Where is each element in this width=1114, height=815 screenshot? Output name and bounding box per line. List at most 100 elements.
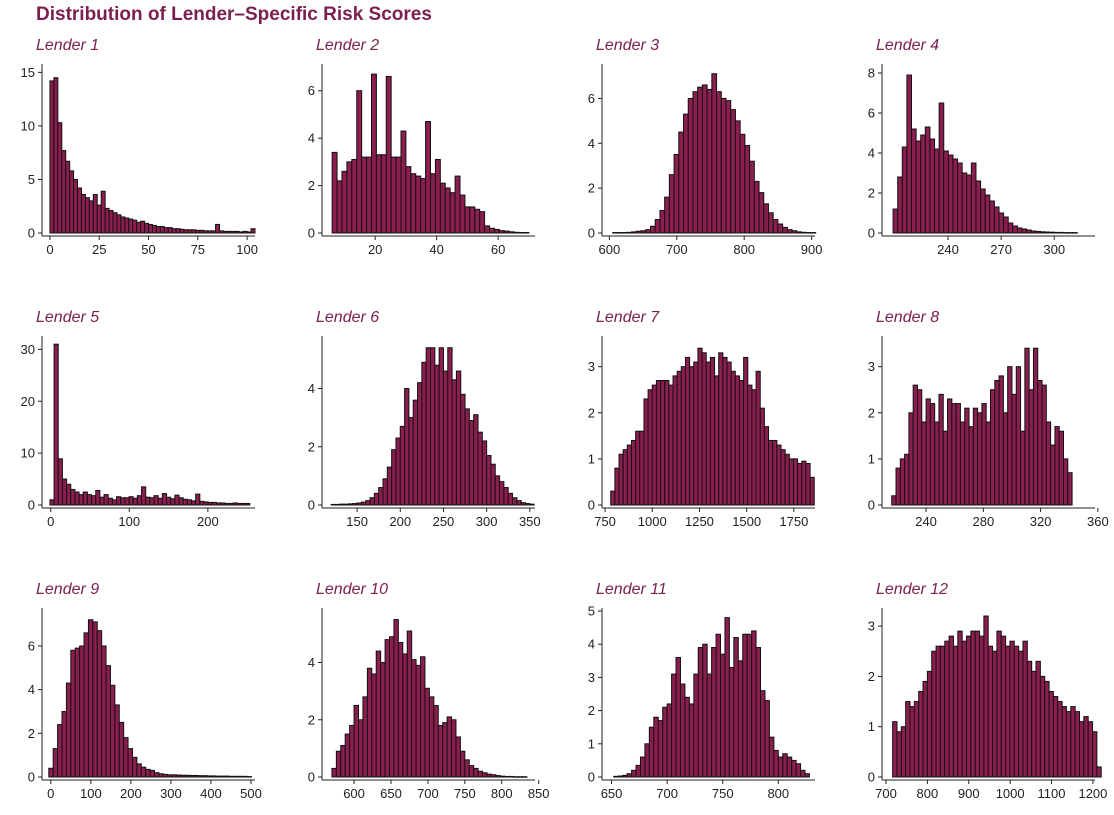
histogram-bar	[693, 673, 699, 778]
histogram-bar	[996, 630, 1002, 778]
histogram-bar	[959, 421, 966, 506]
histogram-bar	[1065, 711, 1072, 778]
histogram-bar	[49, 499, 55, 506]
histogram-bar	[103, 494, 109, 506]
histogram-bar	[335, 750, 342, 778]
histogram-bar	[647, 389, 653, 506]
x-tick-label: 700	[666, 242, 688, 257]
x-tick-label: 0	[47, 514, 54, 529]
histogram-bar	[734, 120, 741, 234]
histogram-bar	[232, 502, 238, 506]
histogram-bar	[455, 370, 462, 506]
histogram-bar	[346, 161, 353, 234]
y-tick-label: 6	[868, 106, 875, 121]
histogram-bar	[149, 769, 156, 778]
histogram-bar	[74, 491, 80, 506]
histogram-bar	[87, 619, 94, 778]
x-tick-label: 240	[937, 242, 959, 257]
histogram-bar	[970, 162, 977, 234]
histogram-bar	[464, 408, 470, 506]
chart-title: Distribution of Lender–Specific Risk Sco…	[36, 4, 432, 25]
histogram-bar	[451, 379, 457, 506]
histogram-bar	[706, 673, 713, 778]
histogram-bar	[57, 122, 63, 234]
histogram-bar	[631, 769, 637, 778]
y-tick-label: 2	[868, 186, 875, 201]
histogram-bar	[344, 733, 351, 778]
histogram-bar	[234, 230, 240, 234]
histogram-bar	[906, 74, 913, 234]
histogram-bar	[203, 230, 209, 234]
histogram-bar	[768, 439, 774, 506]
histogram-bar	[66, 483, 72, 506]
histogram-bar	[489, 227, 495, 234]
histogram-bar	[91, 495, 97, 506]
histogram-bar	[481, 440, 488, 506]
histogram-bar	[918, 690, 924, 778]
histogram-bar	[199, 229, 205, 234]
histogram-bar	[145, 496, 151, 506]
y-tick-label: 2	[28, 726, 35, 741]
panel-title: Lender 10	[316, 581, 388, 598]
y-tick-label: 5	[28, 172, 35, 187]
histogram-bar	[477, 770, 484, 778]
histogram-bar	[1026, 660, 1033, 778]
histogram-bar	[1054, 426, 1060, 506]
histogram-bar	[782, 753, 788, 778]
histogram-bar	[805, 232, 812, 234]
histogram-bar	[371, 673, 377, 778]
histogram-bar	[921, 421, 927, 506]
histogram-bar	[219, 230, 224, 234]
histogram-bar	[792, 458, 799, 506]
histogram-bar	[182, 498, 188, 506]
histogram-bar	[170, 498, 176, 506]
histogram-bar	[705, 361, 711, 506]
histogram-bar	[77, 187, 82, 234]
y-tick-label: 3	[588, 670, 595, 685]
panel-title: Lender 11	[596, 581, 667, 598]
histogram-bar	[688, 703, 695, 778]
histogram-bar	[786, 229, 793, 234]
histogram-bar	[644, 743, 650, 778]
histogram-bar	[464, 206, 471, 234]
histogram-bar	[926, 670, 933, 778]
histogram-bar	[391, 449, 397, 506]
histogram-bar	[684, 356, 691, 506]
y-tick-label: 8	[868, 66, 875, 81]
histogram-bar	[892, 208, 899, 234]
histogram-bar	[132, 219, 138, 234]
histogram-bar	[791, 759, 797, 778]
histogram-panel-6: Lender 6 0 2 4 150 200 250 300 350	[308, 309, 541, 529]
histogram-bar	[1003, 216, 1009, 234]
histogram-bar	[99, 496, 105, 506]
histogram-bar	[167, 227, 173, 234]
histogram-bar	[970, 630, 976, 778]
x-tick-label: 200	[389, 514, 411, 529]
histogram-bar	[635, 764, 641, 778]
histogram-bar	[653, 716, 659, 778]
histogram-bar	[989, 200, 995, 234]
histogram-bar	[220, 502, 226, 506]
histogram-bar	[78, 494, 84, 506]
histogram-bar	[198, 775, 204, 778]
histogram-bar	[494, 475, 501, 506]
histogram-bar	[1057, 701, 1063, 778]
histogram-bar	[187, 229, 193, 234]
y-tick-label: 4	[588, 136, 595, 151]
x-tick-label: 300	[160, 786, 182, 801]
histogram-bar	[938, 102, 945, 234]
histogram-bar	[788, 458, 794, 506]
histogram-bar	[896, 731, 902, 778]
histogram-bar	[399, 425, 406, 506]
histogram-bar	[1035, 230, 1041, 234]
y-tick-label: 2	[308, 439, 315, 454]
histogram-bar	[128, 496, 134, 506]
histogram-bar	[228, 502, 234, 506]
histogram-bar	[1063, 458, 1069, 506]
histogram-bar	[120, 216, 126, 234]
histogram-bar	[998, 212, 1005, 234]
histogram-bar	[189, 774, 195, 778]
histogram-bar	[86, 494, 93, 506]
histogram-bar	[697, 86, 703, 234]
histogram-bar	[171, 228, 177, 234]
